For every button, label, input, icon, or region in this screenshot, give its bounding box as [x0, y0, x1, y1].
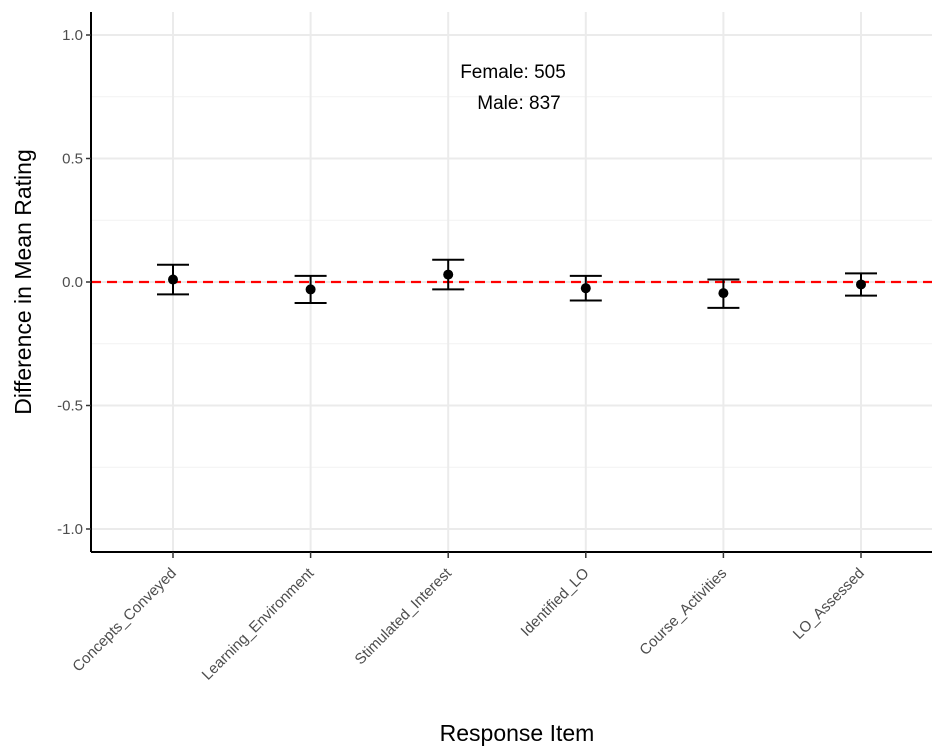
x-axis-title: Response Item [440, 720, 595, 746]
data-point [856, 279, 866, 290]
data-marks [157, 258, 877, 309]
data-point [305, 284, 316, 295]
data-point-group [845, 272, 877, 297]
data-point-group [569, 274, 602, 302]
data-point-group [707, 278, 740, 309]
data-point-group [294, 274, 327, 304]
data-point [580, 283, 591, 294]
y-tick-label: -0.5 [57, 398, 83, 415]
data-point [168, 274, 178, 285]
y-tick-label: 0.5 [62, 151, 83, 168]
data-point-group [432, 258, 465, 291]
data-point [443, 269, 454, 280]
annotation-female: Female: 505 [460, 62, 566, 83]
data-point-group [157, 263, 189, 296]
y-tick-label: 1.0 [62, 27, 83, 44]
annotation-male: Male: 837 [477, 93, 560, 114]
y-axis-title: Difference in Mean Rating [10, 149, 36, 415]
y-tick-label: 0.0 [62, 274, 83, 291]
y-tick-label: -1.0 [57, 521, 83, 538]
data-point [718, 288, 729, 299]
